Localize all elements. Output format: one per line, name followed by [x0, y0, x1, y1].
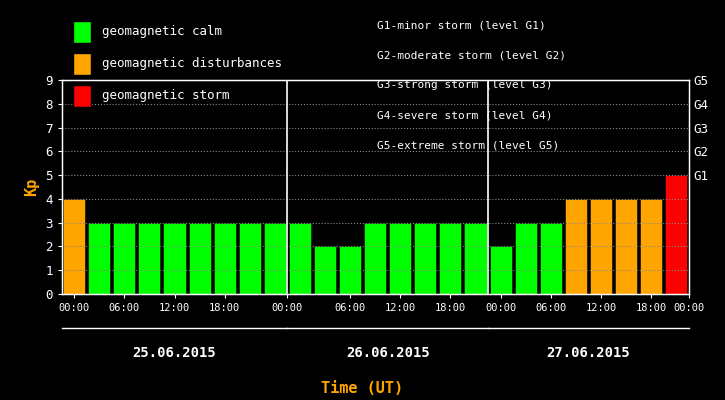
Bar [214, 223, 236, 294]
Text: Time (UT): Time (UT) [321, 381, 404, 396]
Text: G1-minor storm (level G1): G1-minor storm (level G1) [377, 20, 546, 30]
Bar [364, 223, 386, 294]
Bar [414, 223, 436, 294]
Bar [615, 199, 637, 294]
Text: 27.06.2015: 27.06.2015 [547, 346, 630, 360]
Bar [88, 223, 110, 294]
Bar [314, 246, 336, 294]
Bar [515, 223, 536, 294]
Bar [163, 223, 186, 294]
Bar [539, 223, 562, 294]
Bar [489, 246, 512, 294]
Bar [465, 223, 486, 294]
Bar [590, 199, 612, 294]
Text: 25.06.2015: 25.06.2015 [133, 346, 216, 360]
Text: geomagnetic calm: geomagnetic calm [102, 26, 222, 38]
Text: G2-moderate storm (level G2): G2-moderate storm (level G2) [377, 50, 566, 60]
Text: 26.06.2015: 26.06.2015 [346, 346, 430, 360]
Bar [239, 223, 261, 294]
Bar [113, 223, 136, 294]
Bar [565, 199, 587, 294]
Bar [640, 199, 662, 294]
Bar [138, 223, 160, 294]
Text: geomagnetic storm: geomagnetic storm [102, 90, 229, 102]
Bar [389, 223, 411, 294]
Bar [289, 223, 311, 294]
Bar [188, 223, 211, 294]
Text: G3-strong storm (level G3): G3-strong storm (level G3) [377, 80, 552, 90]
Bar [264, 223, 286, 294]
Text: G5-extreme storm (level G5): G5-extreme storm (level G5) [377, 140, 559, 150]
Bar [63, 199, 86, 294]
Text: geomagnetic disturbances: geomagnetic disturbances [102, 58, 281, 70]
Bar [665, 175, 687, 294]
Bar [339, 246, 361, 294]
Text: G4-severe storm (level G4): G4-severe storm (level G4) [377, 110, 552, 120]
Bar [439, 223, 462, 294]
Y-axis label: Kp: Kp [25, 178, 40, 196]
